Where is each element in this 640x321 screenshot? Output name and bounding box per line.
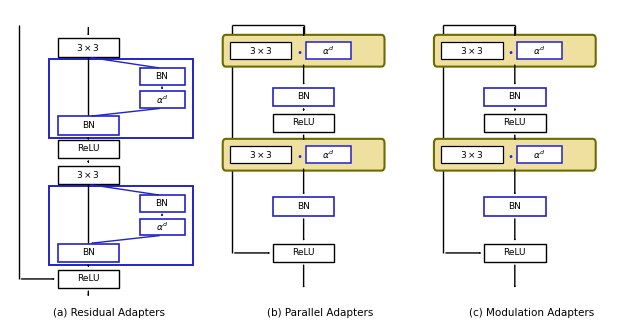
Text: $\bullet$: $\bullet$ xyxy=(296,46,303,56)
FancyBboxPatch shape xyxy=(223,139,385,171)
Bar xyxy=(140,219,184,235)
Bar xyxy=(49,186,193,265)
Bar xyxy=(441,42,502,59)
Text: $\alpha^d$: $\alpha^d$ xyxy=(322,149,335,161)
Bar xyxy=(306,146,351,163)
Bar xyxy=(484,197,545,216)
Bar xyxy=(273,197,334,216)
Text: BN: BN xyxy=(82,248,95,257)
Bar xyxy=(484,244,545,262)
Bar xyxy=(58,39,119,57)
Bar xyxy=(230,42,291,59)
FancyBboxPatch shape xyxy=(434,139,596,171)
Text: (b) Parallel Adapters: (b) Parallel Adapters xyxy=(267,308,373,318)
Text: (a) Residual Adapters: (a) Residual Adapters xyxy=(53,308,165,318)
Bar xyxy=(140,68,184,85)
Text: $\alpha^d$: $\alpha^d$ xyxy=(156,221,168,233)
Text: BN: BN xyxy=(156,72,168,81)
Bar xyxy=(49,59,193,138)
Bar xyxy=(273,114,334,132)
Text: $\bullet$: $\bullet$ xyxy=(508,46,514,56)
Text: BN: BN xyxy=(297,202,310,211)
Text: $\bullet$: $\bullet$ xyxy=(296,150,303,160)
Text: ReLU: ReLU xyxy=(292,248,315,257)
Bar xyxy=(484,114,545,132)
Text: ReLU: ReLU xyxy=(504,118,526,127)
Bar xyxy=(58,270,119,288)
Bar xyxy=(273,244,334,262)
Text: (c) Modulation Adapters: (c) Modulation Adapters xyxy=(468,308,594,318)
Bar xyxy=(517,42,562,59)
Bar xyxy=(140,91,184,108)
Bar xyxy=(306,42,351,59)
Bar xyxy=(58,117,119,135)
Text: $3 \times 3$: $3 \times 3$ xyxy=(249,149,273,160)
Bar xyxy=(58,166,119,184)
Text: BN: BN xyxy=(156,199,168,208)
Text: $\alpha^d$: $\alpha^d$ xyxy=(156,94,168,106)
Bar xyxy=(58,140,119,158)
Text: $3 \times 3$: $3 \times 3$ xyxy=(249,45,273,56)
Text: $\bullet$: $\bullet$ xyxy=(508,150,514,160)
Text: ReLU: ReLU xyxy=(77,144,100,153)
FancyBboxPatch shape xyxy=(434,35,596,67)
Text: BN: BN xyxy=(297,92,310,101)
Text: ReLU: ReLU xyxy=(504,248,526,257)
FancyBboxPatch shape xyxy=(223,35,385,67)
Text: BN: BN xyxy=(508,92,521,101)
Text: BN: BN xyxy=(508,202,521,211)
Text: $3 \times 3$: $3 \times 3$ xyxy=(460,45,484,56)
Text: $\alpha^d$: $\alpha^d$ xyxy=(533,45,546,57)
Bar xyxy=(58,244,119,262)
Text: ReLU: ReLU xyxy=(292,118,315,127)
Text: BN: BN xyxy=(82,121,95,130)
Text: $3 \times 3$: $3 \times 3$ xyxy=(76,42,100,53)
Bar xyxy=(273,88,334,106)
Bar xyxy=(517,146,562,163)
Bar xyxy=(230,146,291,163)
Text: $3 \times 3$: $3 \times 3$ xyxy=(460,149,484,160)
Text: $\alpha^d$: $\alpha^d$ xyxy=(533,149,546,161)
Bar xyxy=(441,146,502,163)
Text: $3 \times 3$: $3 \times 3$ xyxy=(76,169,100,180)
Text: ReLU: ReLU xyxy=(77,274,100,283)
Bar xyxy=(484,88,545,106)
Text: $\alpha^d$: $\alpha^d$ xyxy=(322,45,335,57)
Bar xyxy=(140,195,184,212)
